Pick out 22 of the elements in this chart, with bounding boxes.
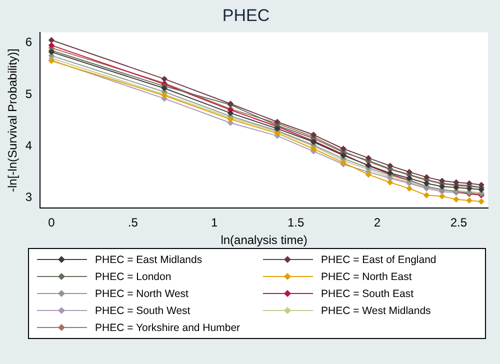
legend-label: PHEC = West Midlands <box>321 304 431 316</box>
legend-label: PHEC = East of England <box>321 254 436 266</box>
x-axis-title: ln(analysis time) <box>220 233 308 248</box>
legend-label: PHEC = South East <box>321 288 414 300</box>
legend-label: PHEC = South West <box>95 304 190 316</box>
x-tick-label: 1 <box>211 216 218 230</box>
x-tick-label: 2 <box>374 216 381 230</box>
x-tick-label: .5 <box>128 216 138 230</box>
y-tick-label: 4 <box>25 138 32 152</box>
x-tick-label: 2.5 <box>450 216 468 230</box>
x-tick-label: 0 <box>48 216 56 230</box>
legend-label: PHEC = East Midlands <box>95 254 202 266</box>
y-tick-label: 3 <box>25 190 32 204</box>
legend-label: PHEC = London <box>95 270 172 282</box>
legend-label: PHEC = North West <box>95 288 188 300</box>
legend-label: PHEC = North East <box>321 270 412 282</box>
y-tick-label: 6 <box>25 35 32 50</box>
y-axis-title: -ln[-ln(Survival Probability)] <box>6 48 20 192</box>
x-tick-label: 1.5 <box>287 216 304 230</box>
y-tick-label: 5 <box>25 86 32 101</box>
legend-label: PHEC = Yorkshire and Humber <box>95 322 240 334</box>
chart-title: PHEC <box>222 6 270 25</box>
